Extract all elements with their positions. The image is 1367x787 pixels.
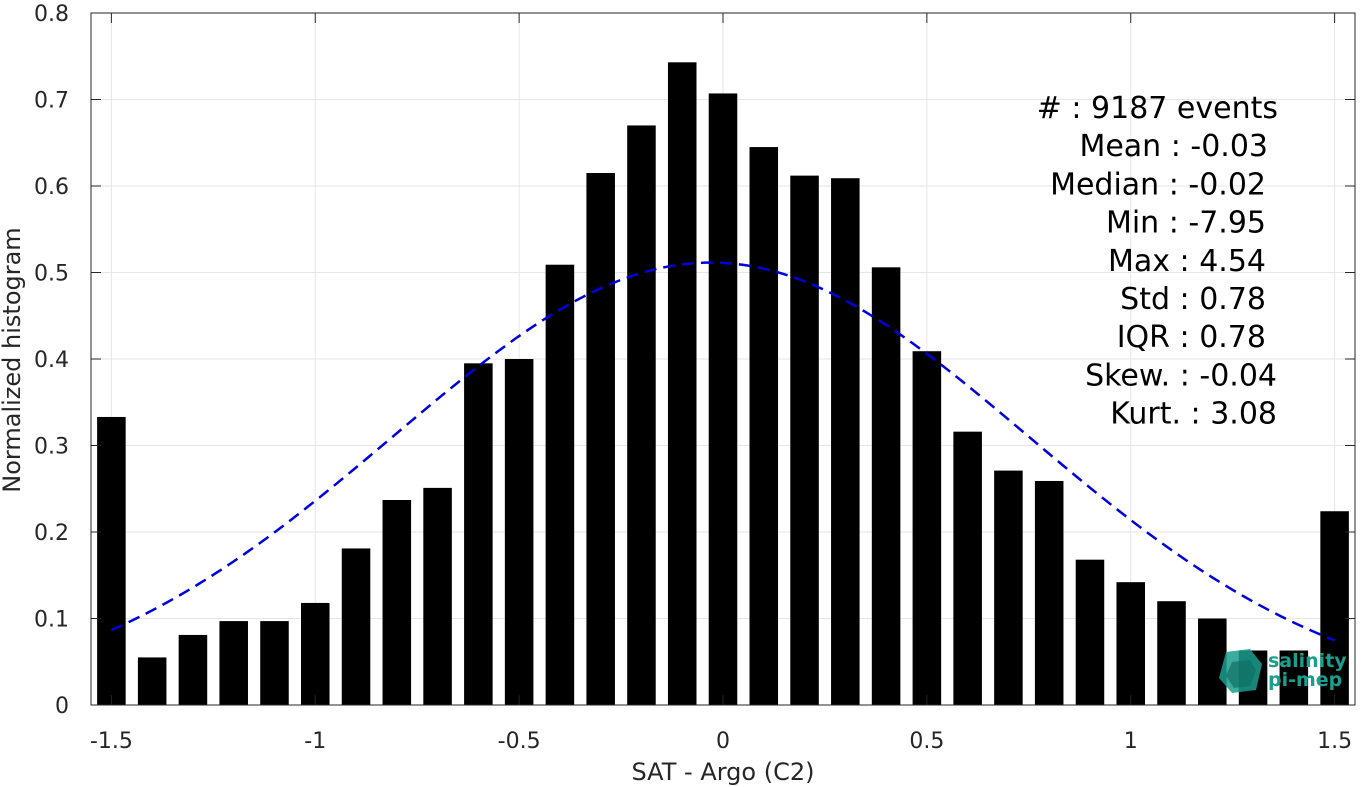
histogram-bar xyxy=(1116,582,1146,705)
histogram-bar xyxy=(1034,480,1064,705)
x-tick-label: 1 xyxy=(1124,729,1138,754)
histogram-bar xyxy=(586,173,615,705)
histogram-bar xyxy=(1075,559,1105,705)
logo-mark-shade-icon xyxy=(1226,660,1256,688)
histogram-bar xyxy=(545,264,575,705)
histogram-bar xyxy=(341,548,371,705)
histogram-bar xyxy=(464,363,493,705)
y-tick-label: 0.3 xyxy=(34,435,69,460)
stats-line: Mean : -0.03 xyxy=(1079,129,1268,164)
histogram-bar xyxy=(504,359,534,705)
histogram-bar xyxy=(137,657,167,705)
histogram-bar xyxy=(423,487,452,705)
histogram-bar xyxy=(219,621,248,705)
x-tick-label: 0.5 xyxy=(909,729,944,754)
stats-line: Min : -7.95 xyxy=(1106,206,1266,241)
stats-line: Kurt. : 3.08 xyxy=(1110,397,1277,432)
histogram-bar xyxy=(1198,618,1227,705)
salinity-pimep-logo: salinity pi-mep xyxy=(1219,649,1347,693)
y-tick-labels: 0 0.1 0.2 0.3 0.4 0.5 0.6 0.7 0.8 xyxy=(34,2,69,719)
histogram-bar xyxy=(300,602,330,705)
stats-line: # : 9187 events xyxy=(1037,91,1278,126)
y-tick-label: 0.4 xyxy=(34,348,69,373)
x-tick-label: 0 xyxy=(716,729,730,754)
x-tick-label: 1.5 xyxy=(1317,729,1352,754)
logo-line-2: pi-mep xyxy=(1268,669,1342,691)
histogram-bar xyxy=(912,351,942,705)
y-axis-label: Normalized histogram xyxy=(0,227,26,492)
histogram-bar xyxy=(1320,511,1349,705)
stats-line: Median : -0.02 xyxy=(1050,167,1266,202)
histogram-bar xyxy=(994,470,1023,705)
histogram-bar xyxy=(178,634,208,705)
histogram-bar xyxy=(749,147,779,705)
stats-line: IQR : 0.78 xyxy=(1117,320,1266,355)
histogram-bar xyxy=(871,267,901,705)
histogram-bar xyxy=(831,178,860,706)
histogram-bar xyxy=(667,62,697,706)
y-tick-label: 0 xyxy=(55,694,69,719)
stats-line: Skew. : -0.04 xyxy=(1085,358,1277,393)
histogram-bar xyxy=(1157,601,1186,705)
histogram-bar xyxy=(953,431,982,705)
histogram-bar xyxy=(97,416,126,705)
x-tick-label: -1.5 xyxy=(90,729,133,754)
x-tick-labels: -1.5 -1 -0.5 0 0.5 1 1.5 xyxy=(90,729,1352,754)
y-tick-label: 0.2 xyxy=(34,521,69,546)
y-tick-label: 0.1 xyxy=(34,608,69,633)
histogram-bar xyxy=(1279,650,1309,705)
y-tick-label: 0.5 xyxy=(34,262,69,287)
histogram-bar xyxy=(790,175,819,705)
x-tick-label: -0.5 xyxy=(498,729,541,754)
logo-line-1: salinity xyxy=(1268,650,1347,672)
histogram-bar xyxy=(708,93,738,705)
histogram-bar xyxy=(627,125,656,705)
histogram-bars xyxy=(97,62,1349,706)
y-tick-label: 0.8 xyxy=(34,2,69,27)
histogram-bar xyxy=(260,621,289,705)
stats-line: Std : 0.78 xyxy=(1120,282,1266,317)
axis-ticks xyxy=(91,12,1355,706)
stats-line: Max : 4.54 xyxy=(1108,244,1266,279)
y-tick-label: 0.7 xyxy=(34,89,69,114)
y-tick-label: 0.6 xyxy=(34,175,69,200)
gaussian-fit-curve xyxy=(110,261,1336,642)
x-tick-label: -1 xyxy=(304,729,326,754)
x-axis-label: SAT - Argo (C2) xyxy=(632,758,815,786)
histogram-bar xyxy=(382,499,412,705)
